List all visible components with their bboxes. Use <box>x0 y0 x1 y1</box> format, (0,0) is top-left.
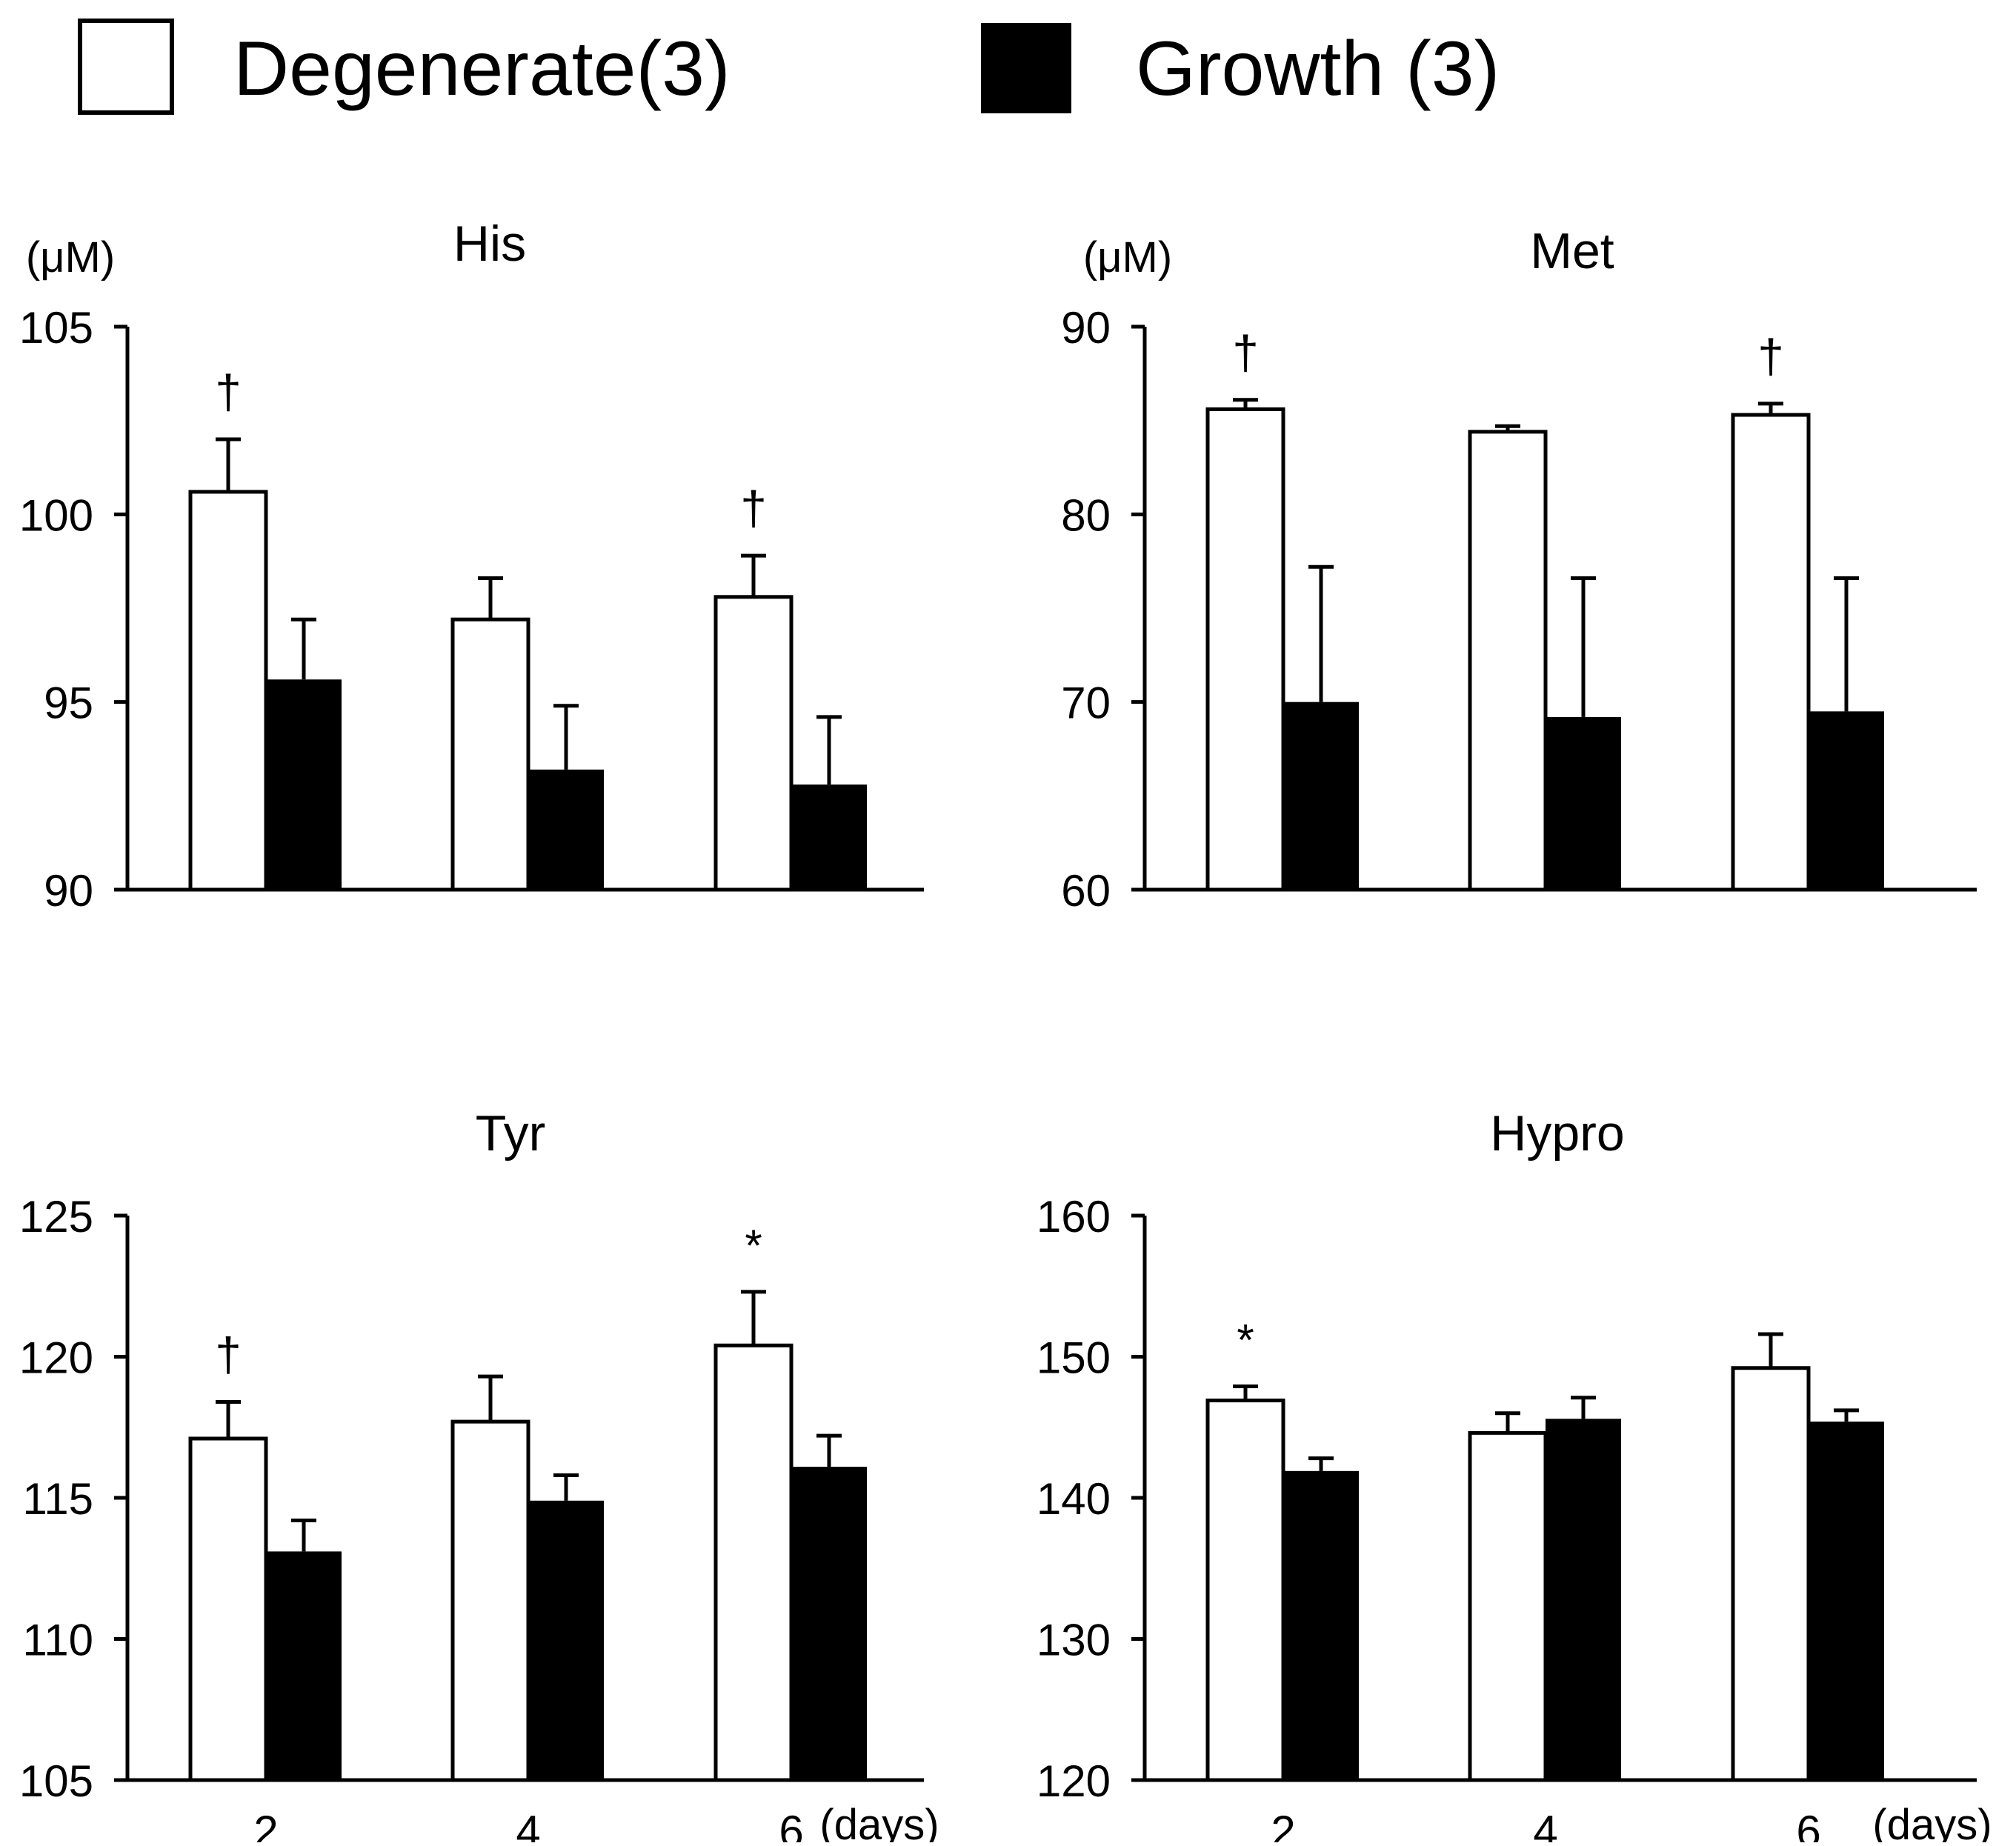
x-tick-label-tyr-6: 6 <box>779 1807 803 1842</box>
panel-hypro: Hypro 160 150 140 130 120 * 2 4 6 (days) <box>1037 1105 1992 1846</box>
x-tick-label-tyr-4: 4 <box>516 1807 540 1842</box>
x-tick-label-tyr-2: 2 <box>253 1807 278 1842</box>
x-tick-label-hypro-4: 4 <box>1533 1807 1557 1842</box>
y-tick-label-met: 90 <box>1061 303 1111 353</box>
significance-mark-met-6: † <box>1757 330 1784 383</box>
bar-tyr-degenerate-4 <box>450 1419 530 1782</box>
significance-mark-his-2: † <box>215 365 242 419</box>
bar-his-degenerate-6 <box>713 595 794 892</box>
significance-mark-met-2: † <box>1232 326 1259 379</box>
x-axis-label-hypro: (days) <box>1872 1801 1992 1842</box>
bar-met-degenerate-4 <box>1468 430 1548 892</box>
significance-mark-hypro-2: * <box>1237 1316 1254 1365</box>
y-unit-label-his: (μM) <box>26 233 115 281</box>
significance-mark-his-6: † <box>740 482 767 535</box>
bar-tyr-growth-2 <box>266 1551 342 1780</box>
y-tick-label-his: 105 <box>19 303 93 353</box>
y-tick-label-met: 80 <box>1061 490 1111 540</box>
y-tick-label-tyr: 115 <box>22 1474 93 1524</box>
bar-met-degenerate-6 <box>1731 413 1811 892</box>
bar-hypro-growth-4 <box>1546 1419 1621 1780</box>
x-axis-label-tyr: (days) <box>819 1801 939 1842</box>
y-unit-label-met: (μM) <box>1083 233 1172 281</box>
y-tick-label-hypro: 150 <box>1037 1333 1111 1383</box>
bar-his-degenerate-2 <box>188 490 268 892</box>
legend: Degenerate(3) Growth (3) <box>78 19 1500 115</box>
panel-title-hypro: Hypro <box>1490 1105 1624 1162</box>
bar-met-growth-6 <box>1809 711 1884 890</box>
y-tick-label-tyr: 120 <box>19 1333 93 1383</box>
bar-tyr-degenerate-2 <box>188 1436 268 1782</box>
panel-title-met: Met <box>1530 223 1614 279</box>
bar-hypro-degenerate-2 <box>1205 1399 1285 1782</box>
legend-label-growth: Growth (3) <box>1136 26 1500 112</box>
panel-tyr: Tyr 125 120 115 110 105 † 2 4 * 6 (days) <box>19 1105 939 1846</box>
bar-hypro-growth-6 <box>1809 1422 1884 1780</box>
bar-hypro-degenerate-6 <box>1731 1366 1811 1782</box>
bar-his-growth-6 <box>791 784 867 890</box>
significance-mark-tyr-6: * <box>745 1221 762 1270</box>
bar-met-degenerate-2 <box>1205 407 1285 892</box>
y-tick-label-met: 60 <box>1061 866 1111 916</box>
bar-met-growth-4 <box>1546 716 1621 890</box>
legend-swatch-degenerate <box>78 19 174 115</box>
panel-his: His (μM) 105 100 95 90 † † <box>19 216 924 916</box>
chart-panels: His (μM) 105 100 95 90 † † Met (μM) 90 80 70 60 † † Tyr 1… <box>19 216 1992 1846</box>
bar-tyr-growth-6 <box>791 1467 867 1780</box>
panel-met: Met (μM) 90 80 70 60 † † <box>1061 223 1977 916</box>
x-tick-label-hypro-6: 6 <box>1796 1807 1820 1842</box>
bar-tyr-growth-4 <box>528 1500 604 1780</box>
y-tick-label-his: 90 <box>44 866 93 916</box>
x-tick-label-hypro-2: 2 <box>1271 1807 1295 1842</box>
bar-met-growth-2 <box>1283 702 1359 890</box>
y-tick-label-tyr: 110 <box>22 1616 93 1665</box>
bar-his-growth-2 <box>266 679 342 890</box>
y-tick-label-hypro: 120 <box>1037 1756 1111 1806</box>
bar-his-degenerate-4 <box>450 617 530 892</box>
y-tick-label-tyr: 125 <box>19 1192 93 1242</box>
legend-swatch-growth <box>981 23 1071 113</box>
y-tick-label-hypro: 130 <box>1037 1616 1111 1665</box>
y-tick-label-tyr: 105 <box>19 1756 93 1806</box>
bar-hypro-degenerate-4 <box>1468 1430 1548 1782</box>
bar-tyr-degenerate-6 <box>713 1343 794 1782</box>
y-tick-label-his: 95 <box>44 679 93 728</box>
y-tick-label-hypro: 140 <box>1037 1474 1111 1524</box>
significance-mark-tyr-2: † <box>215 1327 242 1381</box>
bar-his-growth-4 <box>528 769 604 890</box>
legend-label-degenerate: Degenerate(3) <box>233 26 731 112</box>
y-tick-label-hypro: 160 <box>1037 1192 1111 1242</box>
y-tick-label-his: 100 <box>19 490 93 540</box>
y-tick-label-met: 70 <box>1061 679 1111 728</box>
bar-hypro-growth-2 <box>1283 1470 1359 1780</box>
panel-title-his: His <box>453 216 526 272</box>
panel-title-tyr: Tyr <box>476 1105 545 1162</box>
